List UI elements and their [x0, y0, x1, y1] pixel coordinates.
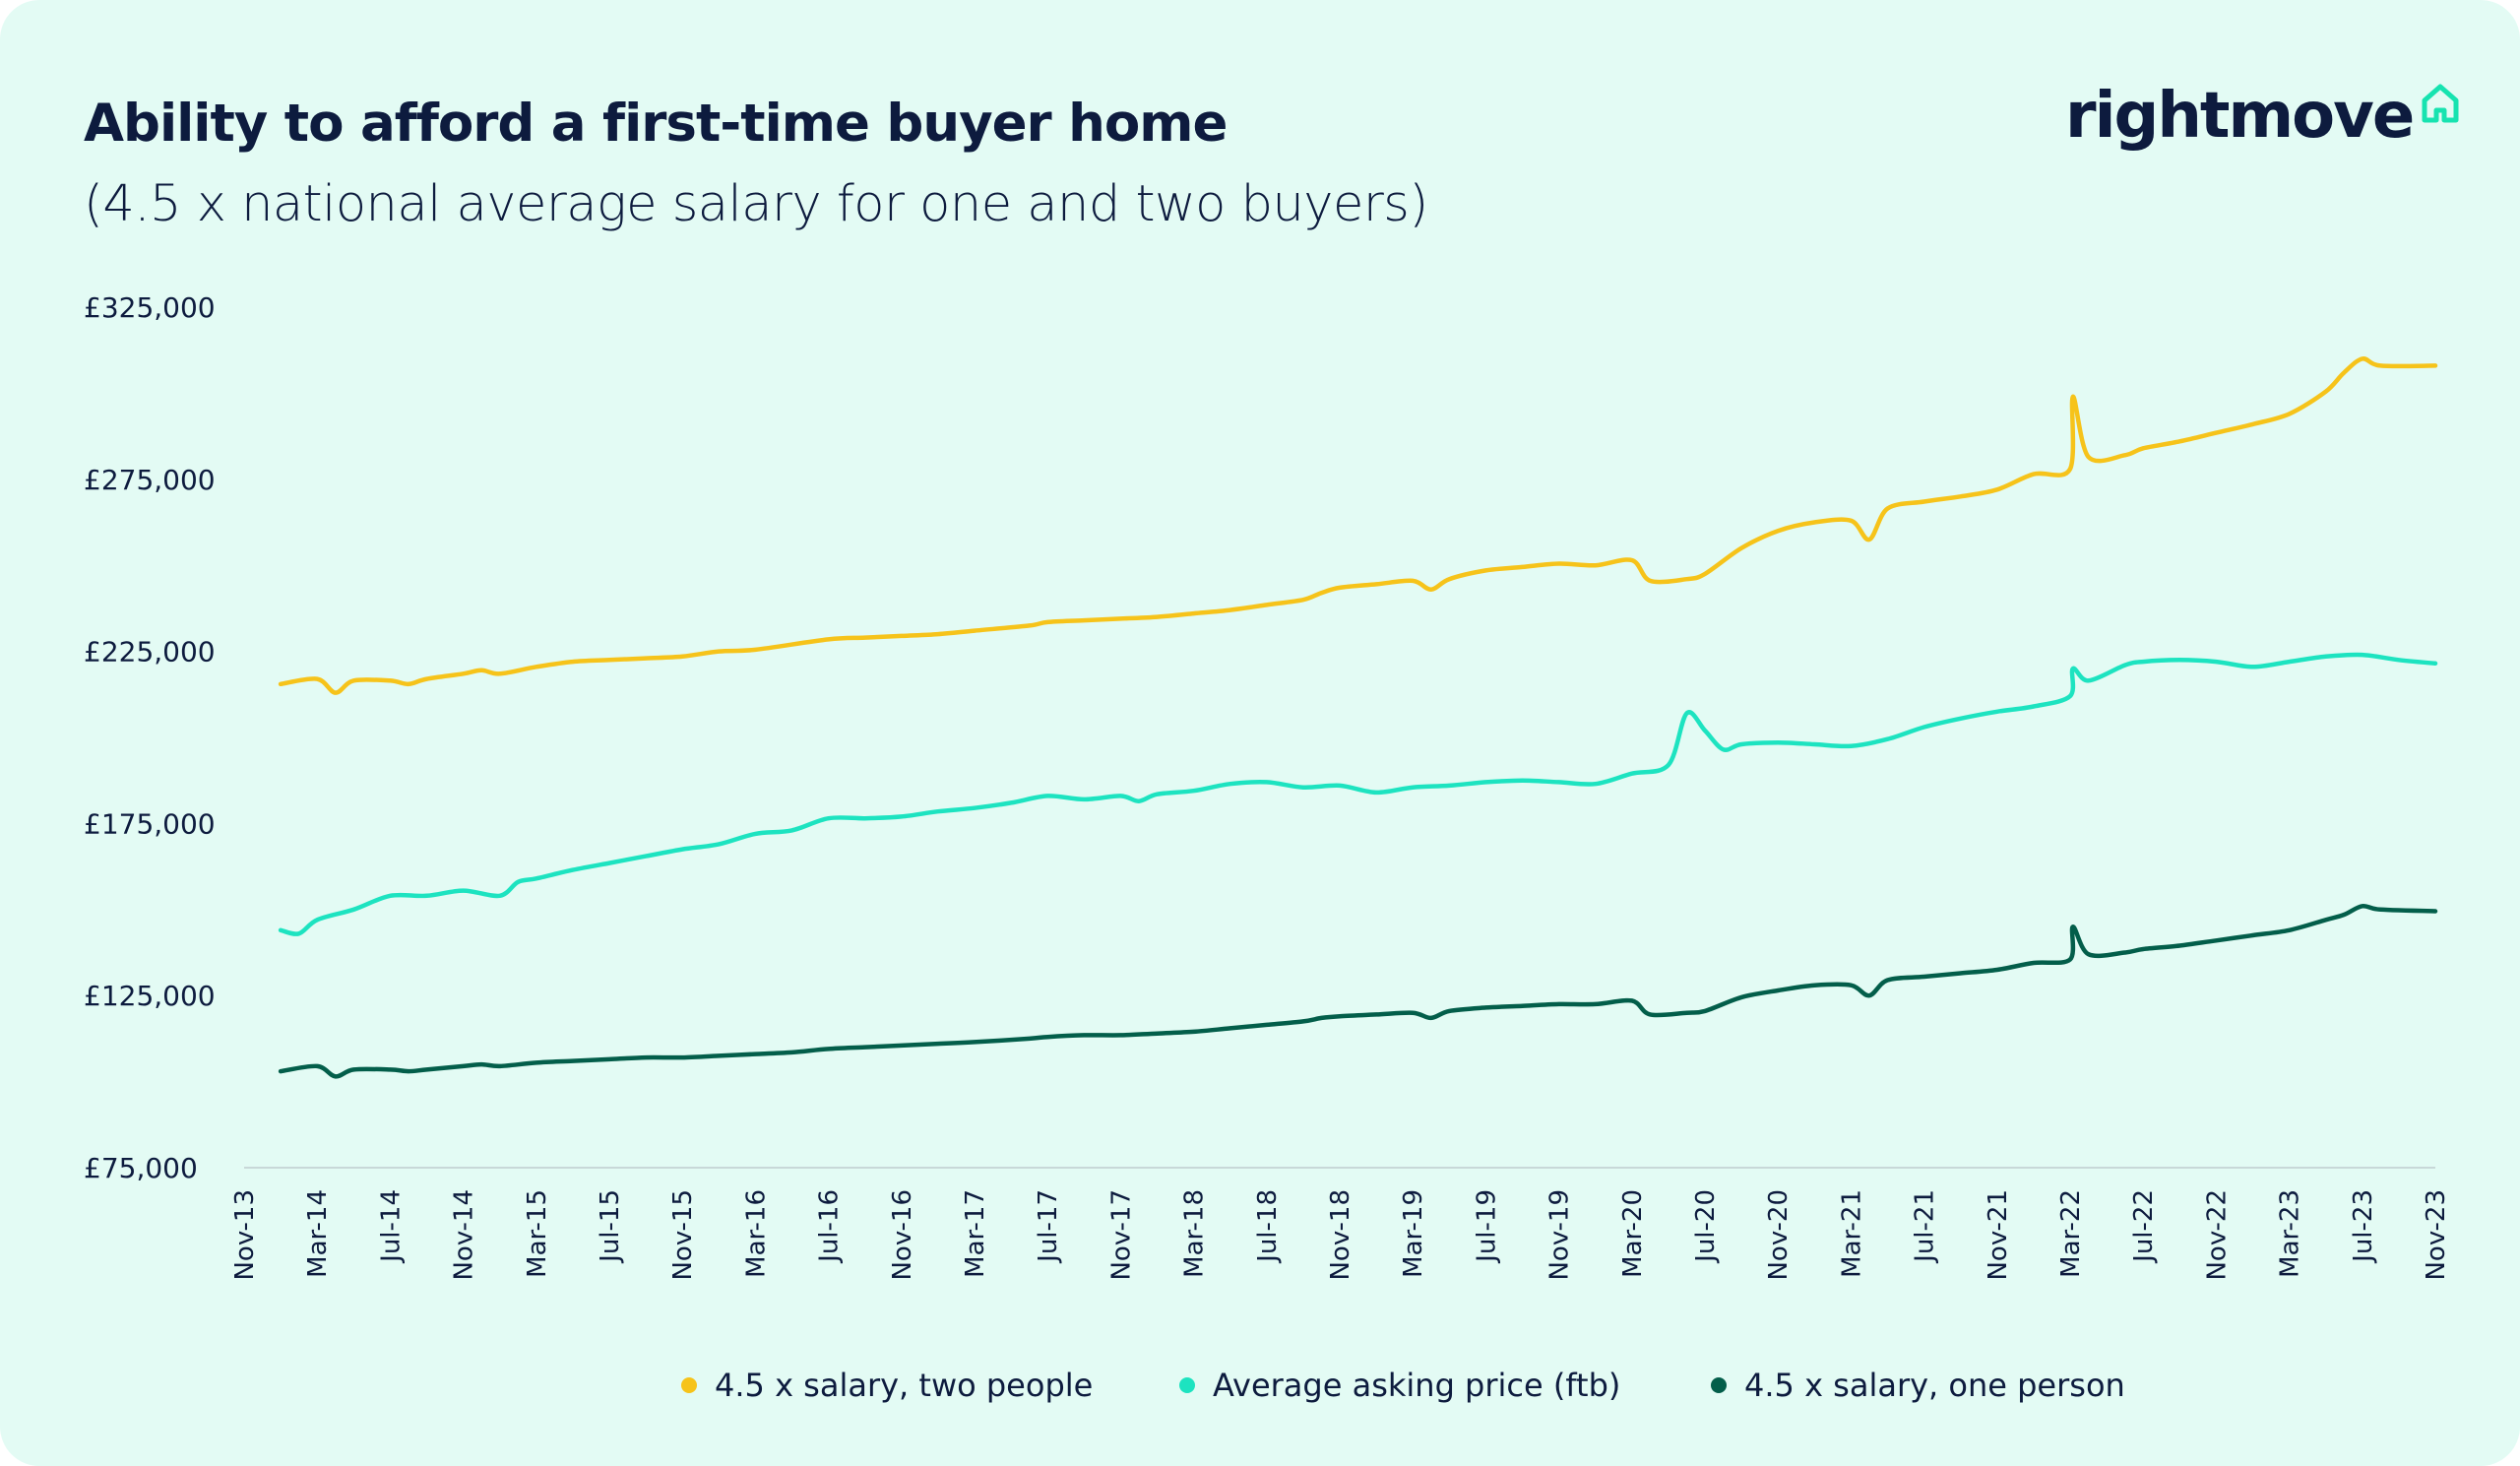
- legend-dot-icon: [1711, 1377, 1727, 1393]
- x-tick-label: Nov-13: [230, 1189, 260, 1281]
- y-tick-label: £225,000: [84, 636, 216, 669]
- x-tick-label: Nov-17: [1106, 1189, 1136, 1281]
- legend-label: 4.5 x salary, two people: [715, 1367, 1094, 1404]
- x-tick-label: Nov-23: [2422, 1189, 2451, 1281]
- x-tick-label: Mar-17: [961, 1189, 990, 1278]
- chart-legend: 4.5 x salary, two people Average asking p…: [0, 1367, 2520, 1406]
- y-tick-label: £125,000: [84, 980, 216, 1012]
- y-tick-label: £325,000: [84, 291, 216, 324]
- series-line-3: [278, 903, 2438, 1079]
- legend-item: 4.5 x salary, one person: [1711, 1367, 2125, 1404]
- rightmove-logo: rightmove: [2065, 81, 2462, 159]
- legend-dot-icon: [1179, 1377, 1195, 1393]
- series-line-2: [278, 652, 2438, 936]
- x-tick-label: Nov-19: [1545, 1189, 1575, 1281]
- x-tick-label: Jul-18: [1253, 1189, 1283, 1264]
- y-tick-label: £75,000: [84, 1152, 198, 1184]
- x-tick-label: Mar-18: [1180, 1189, 1210, 1278]
- logo-text: rightmove: [2065, 80, 2415, 153]
- house-icon: [2419, 81, 2462, 132]
- x-tick-label: Jul-22: [2129, 1189, 2159, 1264]
- x-tick-label: Nov-16: [888, 1189, 917, 1281]
- x-tick-label: Nov-22: [2202, 1189, 2232, 1281]
- y-tick-label: £175,000: [84, 807, 216, 840]
- x-tick-label: Nov-18: [1326, 1189, 1355, 1281]
- x-tick-label: Jul-23: [2349, 1189, 2378, 1264]
- x-tick-label: Mar-23: [2276, 1189, 2305, 1278]
- y-tick-label: £275,000: [84, 464, 216, 496]
- x-tick-label: Jul-15: [596, 1189, 625, 1264]
- x-tick-label: Jul-19: [1472, 1189, 1501, 1264]
- x-tick-label: Jul-20: [1691, 1189, 1721, 1264]
- x-tick-label: Mar-21: [1837, 1189, 1866, 1278]
- x-tick-label: Mar-19: [1399, 1189, 1428, 1278]
- x-tick-label: Jul-14: [376, 1189, 406, 1264]
- legend-item: Average asking price (ftb): [1179, 1367, 1620, 1404]
- chart-title: Ability to afford a first-time buyer hom…: [84, 94, 1228, 154]
- legend-label: Average asking price (ftb): [1213, 1367, 1621, 1404]
- x-tick-label: Mar-20: [1618, 1189, 1648, 1278]
- x-tick-label: Jul-16: [815, 1189, 845, 1264]
- x-tick-label: Mar-22: [2056, 1189, 2086, 1278]
- legend-item: 4.5 x salary, two people: [681, 1367, 1093, 1404]
- x-tick-label: Mar-15: [523, 1189, 552, 1278]
- x-tick-label: Jul-21: [1911, 1189, 1940, 1264]
- chart-subtitle: (4.5 x national average salary for one a…: [84, 175, 1428, 233]
- x-tick-label: Nov-15: [668, 1189, 698, 1281]
- legend-dot-icon: [681, 1377, 697, 1393]
- x-tick-label: Nov-20: [1764, 1189, 1794, 1281]
- x-tick-label: Jul-17: [1034, 1189, 1063, 1264]
- series-line-1: [278, 356, 2438, 695]
- x-tick-label: Mar-16: [741, 1189, 771, 1278]
- legend-label: 4.5 x salary, one person: [1744, 1367, 2125, 1404]
- x-tick-label: Nov-14: [450, 1189, 479, 1281]
- x-tick-label: Nov-21: [1984, 1189, 2013, 1281]
- x-tick-label: Mar-14: [303, 1189, 333, 1278]
